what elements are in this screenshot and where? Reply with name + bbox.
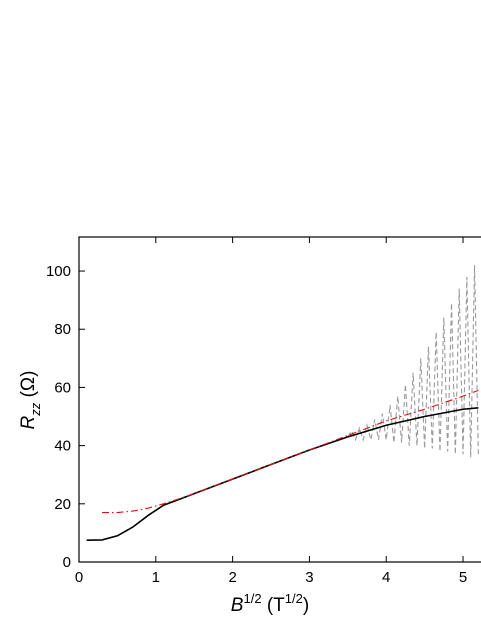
data-line	[102, 389, 479, 514]
plot-frame	[78, 236, 481, 563]
y-label-part: zz	[28, 402, 43, 417]
x-label-part: 1/2	[243, 591, 261, 606]
data-line	[86, 406, 479, 541]
y-tick-label: 100	[46, 263, 71, 280]
y-axis-title: Rzz (Ω)	[18, 371, 43, 430]
x-label-part: (T	[262, 595, 286, 616]
x-axis-title: B1/2 (T1/2)	[231, 591, 309, 616]
x-tick-label: 5	[459, 569, 467, 586]
plot-lines	[86, 265, 479, 541]
y-tick-label: 40	[54, 438, 71, 455]
y-label-part: (Ω)	[18, 371, 39, 403]
x-label-part: )	[303, 595, 309, 616]
x-tick-label: 0	[75, 569, 83, 586]
x-tick-label: 2	[228, 569, 236, 586]
x-label-part: B	[231, 595, 244, 616]
x-tick-label: 3	[305, 569, 313, 586]
y-tick-label: 0	[63, 554, 71, 571]
x-tick-label: 4	[382, 569, 390, 586]
y-label-part: R	[18, 415, 39, 429]
x-label-part: 1/2	[285, 591, 303, 606]
y-tick-label: 20	[54, 496, 71, 513]
y-tick-label: 60	[54, 379, 71, 396]
y-tick-label: 80	[54, 321, 71, 338]
data-line	[347, 265, 479, 458]
x-tick-label: 1	[152, 569, 160, 586]
